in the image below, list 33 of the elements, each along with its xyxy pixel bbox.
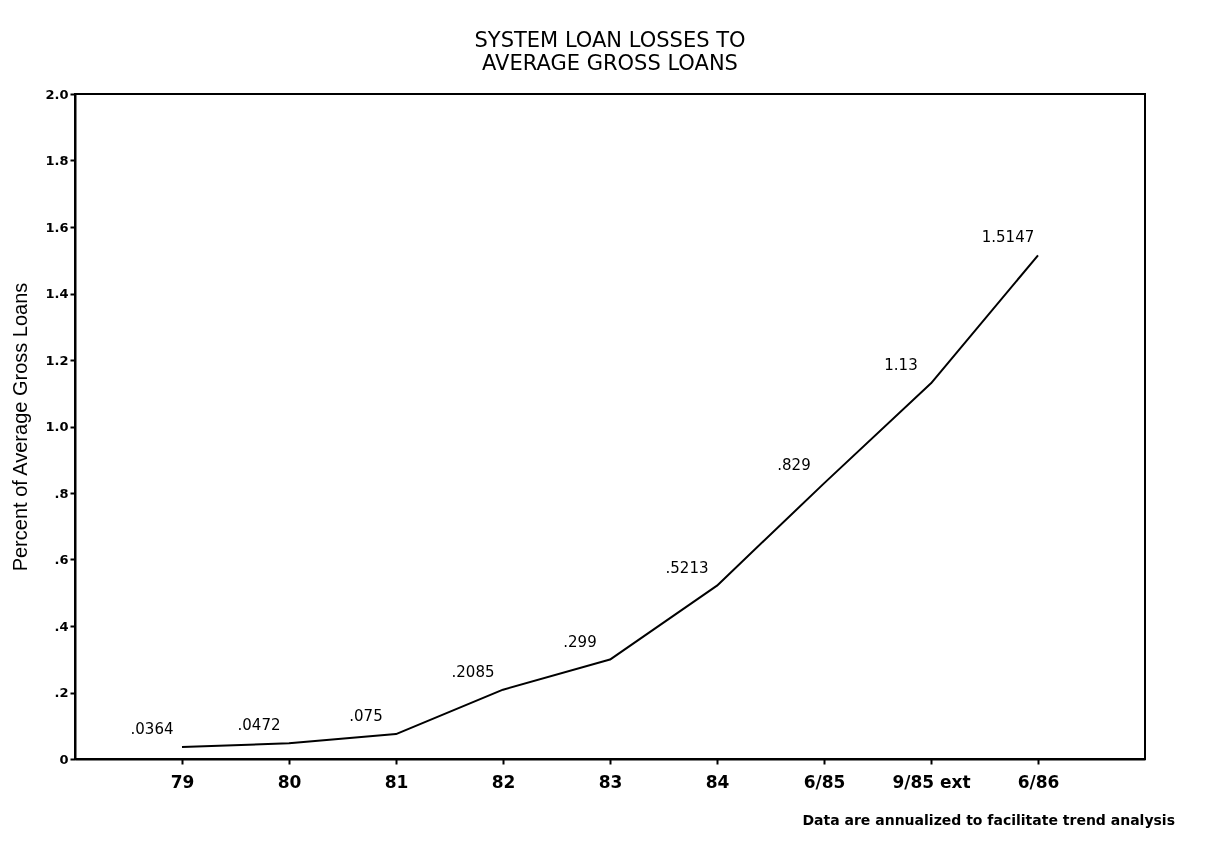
data-label: .0364 — [130, 719, 174, 738]
x-tick-label: 81 — [384, 771, 409, 792]
y-tick-label: 1.8 — [45, 153, 69, 168]
x-tick-label: 6/85 — [803, 771, 846, 792]
x-tick-label: 6/86 — [1017, 771, 1060, 792]
y-tick-label: .2 — [54, 685, 69, 700]
x-tick-label: 80 — [277, 771, 302, 792]
chart-title: SYSTEM LOAN LOSSES TO AVERAGE GROSS LOANS — [474, 28, 746, 75]
y-tick-label: 0 — [59, 751, 69, 767]
data-label: 1.13 — [884, 356, 918, 375]
data-label: .829 — [777, 456, 811, 475]
y-tick-label: 1.2 — [45, 352, 69, 368]
y-tick-label: 1.6 — [45, 219, 69, 235]
data-label: .075 — [349, 707, 383, 726]
x-tick-label: 82 — [491, 771, 516, 792]
y-tick-label: .8 — [54, 485, 69, 501]
y-tick-label: 1.0 — [45, 419, 69, 434]
x-tick-label: 79 — [170, 771, 195, 792]
text: Data are annualized to facilitate trend analysis — [802, 812, 1175, 828]
y-tick-label: 1.4 — [45, 286, 69, 301]
data-label: .2085 — [451, 662, 495, 681]
data-label: .5213 — [665, 558, 709, 577]
x-tick-label: 84 — [705, 771, 730, 792]
x-tick-label: 9/85 ext — [892, 771, 971, 792]
y-tick-label: 2.0 — [45, 86, 69, 102]
data-label: .299 — [563, 632, 597, 651]
x-tick-label: 83 — [598, 771, 623, 792]
data-label: .0472 — [237, 716, 281, 735]
y-axis-title: Percent of Average Gross Loans — [9, 282, 32, 572]
line-series — [181, 254, 1039, 748]
data-label: 1.5147 — [981, 228, 1035, 247]
y-tick-label: .6 — [54, 552, 69, 567]
y-tick-label: .4 — [54, 618, 69, 634]
